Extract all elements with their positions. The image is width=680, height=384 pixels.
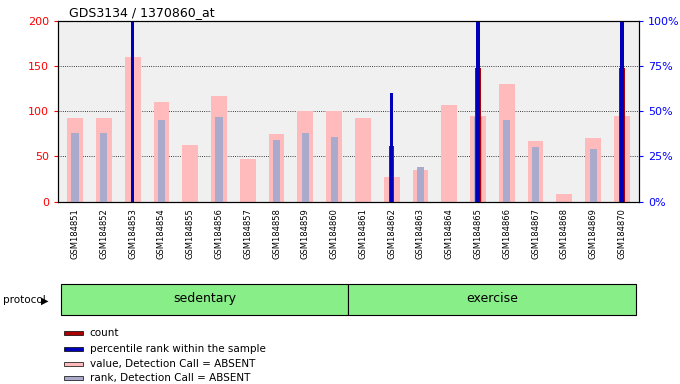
Text: GSM184868: GSM184868 — [560, 208, 569, 259]
Bar — [470, 116, 486, 202]
Bar — [614, 116, 630, 202]
Bar — [326, 111, 342, 202]
FancyBboxPatch shape — [348, 284, 636, 315]
Text: GSM184860: GSM184860 — [330, 208, 339, 259]
Text: GSM184859: GSM184859 — [301, 208, 310, 259]
Bar — [413, 170, 428, 202]
Text: GSM184857: GSM184857 — [243, 208, 252, 259]
Bar — [619, 68, 624, 202]
Text: GSM184869: GSM184869 — [589, 208, 598, 259]
Text: GSM184851: GSM184851 — [71, 208, 80, 259]
Bar — [64, 331, 83, 335]
Text: GSM184856: GSM184856 — [214, 208, 224, 259]
Bar — [528, 141, 543, 202]
Text: GSM184854: GSM184854 — [157, 208, 166, 259]
Bar — [556, 194, 573, 202]
Bar — [297, 111, 313, 202]
Text: count: count — [90, 328, 119, 338]
Bar — [64, 376, 83, 379]
Bar — [417, 167, 424, 202]
Text: GSM184870: GSM184870 — [617, 208, 626, 259]
Text: GSM184864: GSM184864 — [445, 208, 454, 259]
Bar — [131, 16, 135, 202]
Bar — [499, 84, 515, 202]
Bar — [384, 177, 400, 202]
Text: sedentary: sedentary — [173, 292, 236, 305]
Bar — [302, 133, 309, 202]
Text: GDS3134 / 1370860_at: GDS3134 / 1370860_at — [69, 5, 215, 18]
Text: GSM184867: GSM184867 — [531, 208, 540, 259]
Bar — [476, 21, 480, 202]
Text: protocol: protocol — [3, 295, 46, 305]
Text: exercise: exercise — [466, 292, 518, 305]
Bar — [389, 146, 394, 202]
FancyBboxPatch shape — [61, 284, 348, 315]
Bar — [64, 347, 83, 351]
Text: GSM184855: GSM184855 — [186, 208, 194, 259]
Bar — [240, 159, 256, 202]
Text: GSM184863: GSM184863 — [416, 208, 425, 259]
Bar — [67, 118, 83, 202]
Bar — [158, 121, 165, 202]
Bar — [211, 96, 227, 202]
Text: GSM184858: GSM184858 — [272, 208, 281, 259]
Bar — [585, 139, 601, 202]
Text: GSM184866: GSM184866 — [503, 208, 511, 259]
Text: ▶: ▶ — [41, 295, 49, 305]
Bar — [355, 118, 371, 202]
Bar — [96, 118, 112, 202]
Bar — [532, 147, 539, 202]
Bar — [503, 121, 511, 202]
Bar — [475, 68, 481, 202]
Bar — [182, 145, 198, 202]
Bar — [590, 149, 597, 202]
Bar — [124, 57, 141, 202]
Text: GSM184865: GSM184865 — [473, 208, 483, 259]
Bar — [475, 117, 481, 202]
Text: value, Detection Call = ABSENT: value, Detection Call = ABSENT — [90, 359, 255, 369]
Bar — [216, 117, 222, 202]
Text: rank, Detection Call = ABSENT: rank, Detection Call = ABSENT — [90, 372, 250, 383]
Text: GSM184852: GSM184852 — [99, 208, 108, 259]
Bar — [154, 103, 169, 202]
Bar — [273, 140, 280, 202]
Bar — [64, 362, 83, 366]
Bar — [390, 93, 394, 202]
Text: GSM184853: GSM184853 — [128, 208, 137, 259]
Bar — [269, 134, 284, 202]
Text: GSM184861: GSM184861 — [358, 208, 367, 259]
Bar — [620, 21, 624, 202]
Text: GSM184862: GSM184862 — [387, 208, 396, 259]
Bar — [71, 133, 79, 202]
Bar — [100, 133, 107, 202]
Bar — [330, 137, 338, 202]
Bar — [441, 105, 457, 202]
Text: percentile rank within the sample: percentile rank within the sample — [90, 344, 266, 354]
